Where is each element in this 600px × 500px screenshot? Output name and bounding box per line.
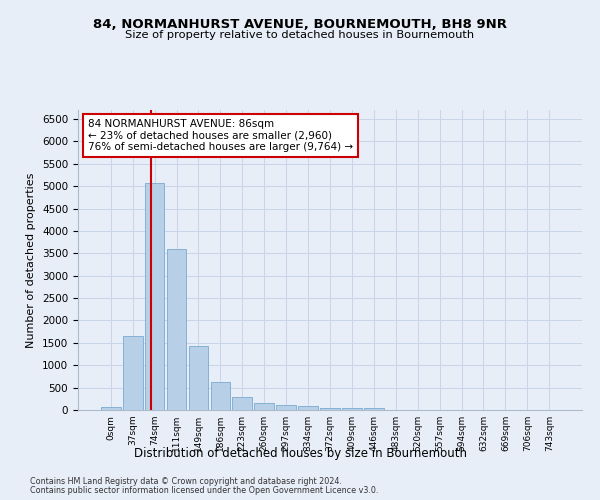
Bar bbox=[342, 408, 362, 410]
Bar bbox=[298, 406, 318, 410]
Bar bbox=[145, 183, 164, 410]
Y-axis label: Number of detached properties: Number of detached properties bbox=[26, 172, 37, 348]
Bar bbox=[167, 249, 187, 410]
Text: Size of property relative to detached houses in Bournemouth: Size of property relative to detached ho… bbox=[125, 30, 475, 40]
Text: Distribution of detached houses by size in Bournemouth: Distribution of detached houses by size … bbox=[133, 448, 467, 460]
Text: 84, NORMANHURST AVENUE, BOURNEMOUTH, BH8 9NR: 84, NORMANHURST AVENUE, BOURNEMOUTH, BH8… bbox=[93, 18, 507, 30]
Bar bbox=[101, 407, 121, 410]
Text: Contains HM Land Registry data © Crown copyright and database right 2024.: Contains HM Land Registry data © Crown c… bbox=[30, 478, 342, 486]
Text: 84 NORMANHURST AVENUE: 86sqm
← 23% of detached houses are smaller (2,960)
76% of: 84 NORMANHURST AVENUE: 86sqm ← 23% of de… bbox=[88, 119, 353, 152]
Bar bbox=[364, 408, 384, 410]
Bar bbox=[254, 403, 274, 410]
Bar bbox=[276, 405, 296, 410]
Text: Contains public sector information licensed under the Open Government Licence v3: Contains public sector information licen… bbox=[30, 486, 379, 495]
Bar bbox=[320, 408, 340, 410]
Bar bbox=[123, 336, 143, 410]
Bar bbox=[211, 382, 230, 410]
Bar bbox=[188, 346, 208, 410]
Bar bbox=[232, 398, 252, 410]
